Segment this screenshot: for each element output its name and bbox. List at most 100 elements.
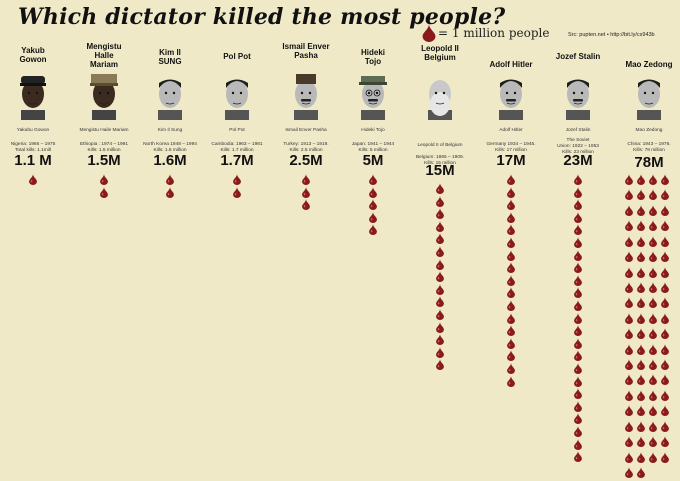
blood-drop-8-22 [574, 451, 582, 463]
blood-drop-3-1 [233, 186, 241, 198]
kill-total-label: 1.5M [87, 152, 121, 169]
dictator-name: Mao Zedong [625, 60, 673, 69]
blood-drop-9-76 [625, 467, 633, 478]
blood-drop-9-2 [649, 174, 657, 185]
blood-drop-9-17 [637, 235, 645, 247]
dictator-detail: Turkey: 1913 – 1919. Kills: 2.5 million [283, 142, 329, 153]
blood-drop-9-48 [625, 359, 633, 371]
dictator-portrait-icon [428, 80, 452, 120]
blood-drop-9-11 [661, 204, 669, 216]
blood-drop-8-15 [574, 363, 582, 374]
blood-drop-6-5 [436, 246, 444, 257]
blood-drop-8-13 [574, 337, 582, 349]
blood-drop-9-54 [649, 374, 657, 386]
blood-drop-6-4 [436, 233, 444, 245]
source-credit: Src: pupten.net • http://bit.ly/cs943b [568, 32, 655, 38]
blood-drop-7-6 [507, 249, 515, 261]
blood-drop-9-26 [649, 266, 657, 278]
blood-drop-8-20 [574, 426, 582, 437]
dictator-caption: Hideki Tojo [361, 128, 385, 133]
dictator-detail: China: 1943 – 1976. Kills: 78 million [627, 142, 671, 153]
blood-drop-6-1 [436, 195, 444, 207]
blood-drop-9-51 [661, 359, 669, 371]
blood-drop-9-13 [637, 220, 645, 232]
chart-title: Which dictator killed the most people? [18, 4, 506, 30]
blood-drop-9-63 [661, 405, 669, 417]
blood-drop-5-0 [369, 174, 377, 185]
dictator-name: Yakub Gowon [19, 46, 47, 65]
blood-drop-9-5 [637, 189, 645, 201]
blood-drop-9-62 [649, 405, 657, 417]
blood-drop-9-28 [625, 281, 633, 293]
blood-drop-7-11 [507, 312, 515, 324]
legend: = 1 million people [422, 24, 549, 42]
blood-drop-9-10 [649, 204, 657, 216]
blood-drop-9-21 [637, 251, 645, 263]
blood-drop-6-13 [436, 346, 444, 358]
dictator-caption: Pol Pot [229, 128, 245, 133]
blood-drop-8-21 [574, 438, 582, 450]
blood-drop-6-8 [436, 283, 444, 295]
blood-drop-8-6 [574, 249, 582, 261]
blood-drop-9-66 [649, 420, 657, 432]
blood-drop-9-30 [649, 281, 657, 293]
blood-drop-9-55 [661, 374, 669, 386]
blood-drop-8-4 [574, 224, 582, 236]
legend-label: = 1 million people [438, 26, 550, 40]
blood-drop-6-11 [436, 321, 444, 333]
dictator-caption: Yakubu Gowon [16, 128, 50, 133]
blood-drop-8-0 [574, 174, 582, 185]
blood-drop-7-13 [507, 337, 515, 349]
blood-drop-9-43 [661, 328, 669, 340]
blood-drop-9-31 [661, 281, 669, 293]
blood-drop-9-36 [625, 312, 633, 324]
blood-drop-8-2 [574, 199, 582, 211]
blood-drop-9-14 [649, 220, 657, 232]
blood-drop-9-22 [649, 251, 657, 263]
blood-drop-2-0 [166, 174, 174, 185]
blood-drop-9-18 [649, 235, 657, 247]
blood-drop-9-35 [661, 297, 669, 309]
dictator-portrait-icon [499, 79, 523, 120]
blood-drop-8-11 [574, 312, 582, 324]
blood-drop-6-7 [436, 271, 444, 283]
blood-drop-9-67 [661, 420, 669, 432]
blood-drop-8-12 [574, 325, 582, 337]
kill-total-label: 1.1 M [14, 152, 52, 169]
blood-drop-8-3 [574, 211, 582, 223]
dictator-detail: The Soviet Union: 1922 – 1953 Kills: 23 … [557, 138, 599, 155]
blood-drop-9-70 [649, 436, 657, 448]
blood-drop-9-58 [649, 389, 657, 401]
blood-drop-6-3 [436, 220, 444, 232]
blood-drop-9-57 [637, 389, 645, 401]
blood-drop-9-53 [637, 374, 645, 386]
blood-drop-8-8 [574, 274, 582, 286]
dictator-detail: Cambodia: 1963 – 1981 Kills: 1.7 million [211, 142, 263, 153]
blood-drop-6-9 [436, 296, 444, 308]
blood-drop-9-75 [661, 451, 669, 463]
blood-drop-9-59 [661, 389, 669, 401]
dictator-detail: Germany 1934 – 1945. Kills: 17 million [486, 142, 536, 153]
blood-drop-4-1 [302, 186, 310, 198]
blood-drop-1-0 [100, 174, 108, 185]
blood-drop-7-3 [507, 211, 515, 223]
blood-drop-5-1 [369, 186, 377, 198]
blood-drop-7-5 [507, 237, 515, 248]
blood-drop-7-2 [507, 199, 515, 211]
dictator-portrait-icon [566, 79, 590, 120]
blood-drop-9-77 [637, 467, 645, 478]
blood-drop-9-16 [625, 235, 633, 247]
kill-total-label: 1.7M [220, 152, 254, 169]
dictator-name: Mengistu Halle Mariam [86, 42, 122, 70]
dictator-portrait-icon [158, 79, 182, 120]
blood-drop-6-12 [436, 334, 444, 346]
blood-drop-9-44 [625, 343, 633, 355]
blood-drop-9-7 [661, 189, 669, 201]
blood-drop-6-0 [436, 183, 444, 194]
dictator-name: Pol Pot [223, 52, 251, 61]
dictator-detail: North Korea 1948 – 1994 Kills: 1.6 milli… [143, 142, 197, 153]
blood-drop-8-5 [574, 237, 582, 248]
blood-drop-9-50 [649, 359, 657, 371]
dictator-name: Leopold II Belgium [421, 44, 459, 63]
